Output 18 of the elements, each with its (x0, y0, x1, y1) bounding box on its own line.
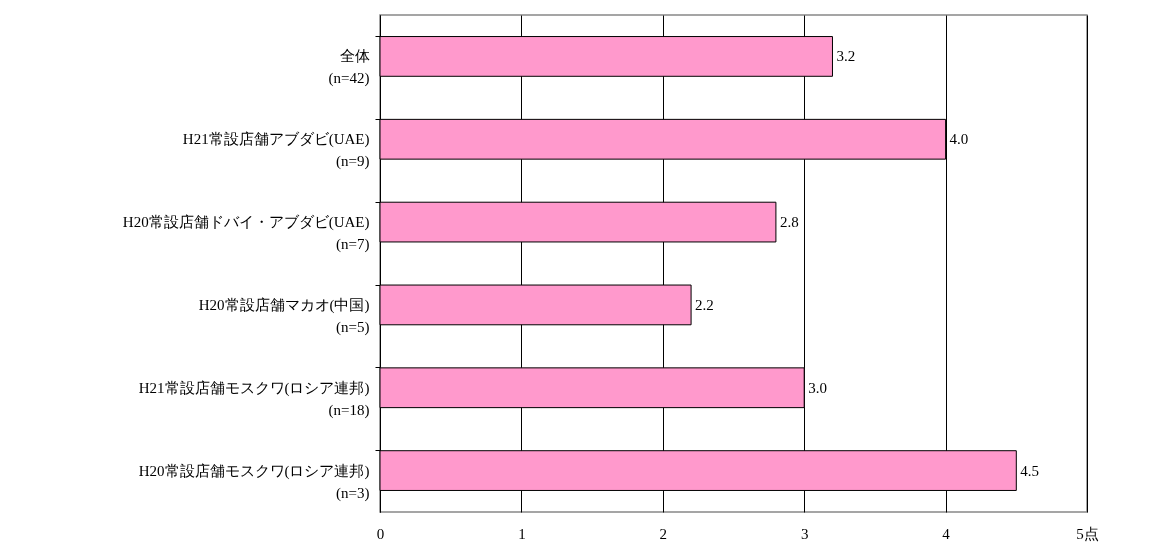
x-tick-label: 2 (659, 525, 668, 542)
x-tick-label: 1 (518, 525, 526, 542)
y-tick-label: H20常設店舗マカオ(中国) (n=5) (198, 296, 370, 336)
y-tick-label: H21常設店舗アブダビ(UAE) (n=9) (182, 131, 370, 171)
y-tick-label: 全体 (n=42) (328, 48, 370, 88)
data-label: 3.0 (808, 379, 827, 396)
x-tick-label: 3 (800, 525, 809, 542)
x-tick-label: 5点 (1076, 525, 1099, 542)
y-tick-label: H21常設店舗モスクワ(ロシア連邦) (n=18) (138, 379, 370, 419)
data-label: 3.2 (836, 48, 856, 65)
x-tick-label: 0 (376, 525, 385, 542)
y-tick-label: H20常設店舗ドバイ・アブダビ(UAE) (n=7) (122, 214, 370, 254)
data-label: 2.2 (695, 296, 714, 313)
data-label: 2.8 (779, 214, 799, 231)
y-tick-label: H20常設店舗モスクワ(ロシア連邦) (n=3) (138, 462, 370, 502)
x-tick-label: 4 (942, 525, 951, 542)
data-label: 4.0 (949, 131, 969, 148)
data-label: 4.5 (1020, 462, 1040, 479)
